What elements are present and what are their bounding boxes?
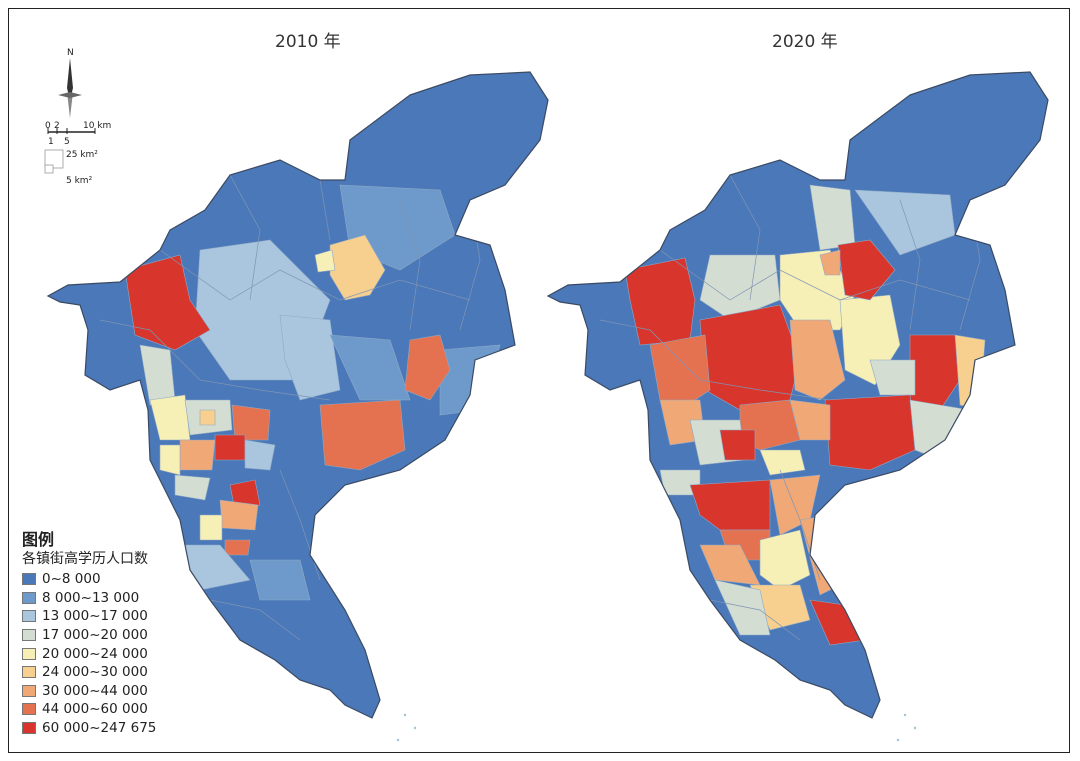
legend-swatch (22, 684, 36, 697)
legend-label: 13 000~17 000 (42, 608, 148, 625)
legend-swatch (22, 610, 36, 623)
map-title-2020: 2020 年 (772, 32, 838, 52)
legend-subtitle: 各镇街高学历人口数 (22, 551, 148, 567)
north-arrow-icon (58, 58, 82, 118)
north-label: N (67, 48, 74, 58)
legend-item: 8 000~13 000 (22, 589, 222, 608)
legend: 图例 各镇街高学历人口数 0~8 000 8 000~13 000 13 000~1… (22, 530, 222, 737)
scale-tick-2: 2 (54, 121, 60, 131)
legend-item: 24 000~30 000 (22, 663, 222, 682)
island-dots (396, 713, 917, 742)
legend-item: 44 000~60 000 (22, 700, 222, 719)
legend-label: 30 000~44 000 (42, 682, 148, 699)
area-label-5: 5 km² (66, 176, 93, 186)
legend-title: 图例 (22, 530, 55, 549)
area-square-small (44, 164, 54, 174)
scale-tick-0: 0 (45, 121, 51, 131)
legend-item: 60 000~247 675 (22, 719, 222, 738)
legend-label: 20 000~24 000 (42, 645, 148, 662)
area-square-large (44, 149, 64, 169)
scale-tick-1: 1 (48, 137, 54, 147)
legend-swatch (22, 647, 36, 660)
legend-swatch (22, 591, 36, 604)
legend-label: 24 000~30 000 (42, 664, 148, 681)
scale-tick-5: 5 (64, 137, 70, 147)
legend-swatch (22, 703, 36, 716)
legend-item: 30 000~44 000 (22, 682, 222, 701)
legend-label: 60 000~247 675 (42, 720, 157, 737)
legend-swatch (22, 629, 36, 642)
legend-item: 20 000~24 000 (22, 644, 222, 663)
legend-item: 17 000~20 000 (22, 626, 222, 645)
scale-tick-10km: 10 km (83, 121, 111, 131)
legend-label: 0~8 000 (42, 571, 101, 588)
legend-swatch (22, 573, 36, 586)
legend-label: 17 000~20 000 (42, 627, 148, 644)
map-2020 (548, 72, 1048, 718)
legend-swatch (22, 722, 36, 735)
area-label-25: 25 km² (66, 150, 98, 160)
legend-label: 44 000~60 000 (42, 701, 148, 718)
legend-item: 0~8 000 (22, 570, 222, 589)
legend-item: 13 000~17 000 (22, 607, 222, 626)
legend-label: 8 000~13 000 (42, 589, 140, 606)
scale-bar (47, 128, 96, 134)
legend-swatch (22, 666, 36, 679)
map-title-2010: 2010 年 (275, 32, 341, 52)
